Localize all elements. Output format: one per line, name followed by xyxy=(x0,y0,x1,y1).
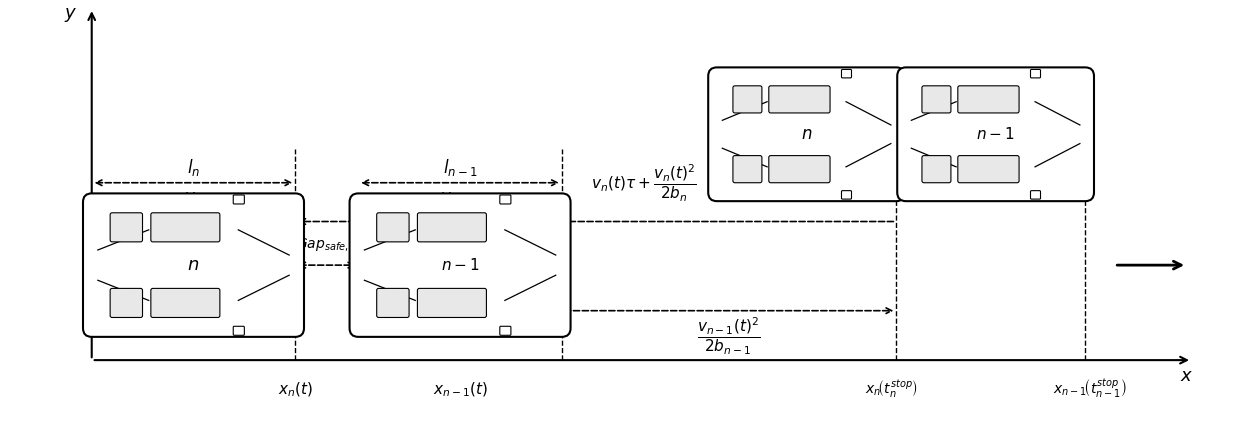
FancyBboxPatch shape xyxy=(733,86,761,113)
Text: $x_n(t)$: $x_n(t)$ xyxy=(278,380,312,399)
Text: $y$: $y$ xyxy=(63,6,77,24)
Text: $v_n(t)\tau + \dfrac{v_n(t)^2}{2b_n}$: $v_n(t)\tau + \dfrac{v_n(t)^2}{2b_n}$ xyxy=(591,163,697,204)
FancyBboxPatch shape xyxy=(957,86,1019,113)
Text: $v_n$: $v_n$ xyxy=(185,190,202,207)
Text: $\dfrac{v_{n-1}(t)^2}{2b_{n-1}}$: $\dfrac{v_{n-1}(t)^2}{2b_{n-1}}$ xyxy=(697,316,761,357)
FancyBboxPatch shape xyxy=(110,213,143,242)
FancyBboxPatch shape xyxy=(377,213,409,242)
FancyBboxPatch shape xyxy=(110,288,143,318)
Text: $x_{n-1}(t)$: $x_{n-1}(t)$ xyxy=(433,380,487,399)
FancyBboxPatch shape xyxy=(1030,69,1040,78)
Text: $n-1$: $n-1$ xyxy=(976,126,1014,142)
FancyBboxPatch shape xyxy=(898,67,1094,201)
Text: $x$: $x$ xyxy=(1180,368,1194,385)
Text: $n$: $n$ xyxy=(801,126,812,143)
Text: $Gap_{safe,n}$: $Gap_{safe,n}$ xyxy=(296,236,357,253)
FancyBboxPatch shape xyxy=(769,86,830,113)
FancyBboxPatch shape xyxy=(418,288,486,318)
FancyBboxPatch shape xyxy=(500,326,511,335)
FancyBboxPatch shape xyxy=(923,86,951,113)
FancyBboxPatch shape xyxy=(708,67,905,201)
FancyBboxPatch shape xyxy=(1030,191,1040,199)
FancyBboxPatch shape xyxy=(377,288,409,318)
Text: $n$: $n$ xyxy=(187,256,200,274)
Text: $l_{n-1}$: $l_{n-1}$ xyxy=(443,157,477,178)
FancyBboxPatch shape xyxy=(83,193,304,337)
FancyBboxPatch shape xyxy=(233,326,244,335)
FancyBboxPatch shape xyxy=(500,195,511,204)
Text: $n-1$: $n-1$ xyxy=(440,257,480,273)
FancyBboxPatch shape xyxy=(842,191,852,199)
FancyBboxPatch shape xyxy=(418,213,486,242)
FancyBboxPatch shape xyxy=(233,195,244,204)
Text: $v_{n-1}$: $v_{n-1}$ xyxy=(440,190,480,207)
FancyBboxPatch shape xyxy=(151,213,219,242)
Text: $x_{n-1}\!\left(t_{n-1}^{stop}\right)$: $x_{n-1}\!\left(t_{n-1}^{stop}\right)$ xyxy=(1053,378,1127,401)
Text: $l_n$: $l_n$ xyxy=(187,157,200,178)
FancyBboxPatch shape xyxy=(151,288,219,318)
Text: $x_n\!\left(t_n^{stop}\right)$: $x_n\!\left(t_n^{stop}\right)$ xyxy=(866,379,918,400)
FancyBboxPatch shape xyxy=(733,156,761,183)
FancyBboxPatch shape xyxy=(350,193,570,337)
FancyBboxPatch shape xyxy=(923,156,951,183)
FancyBboxPatch shape xyxy=(957,156,1019,183)
FancyBboxPatch shape xyxy=(842,69,852,78)
FancyBboxPatch shape xyxy=(769,156,830,183)
